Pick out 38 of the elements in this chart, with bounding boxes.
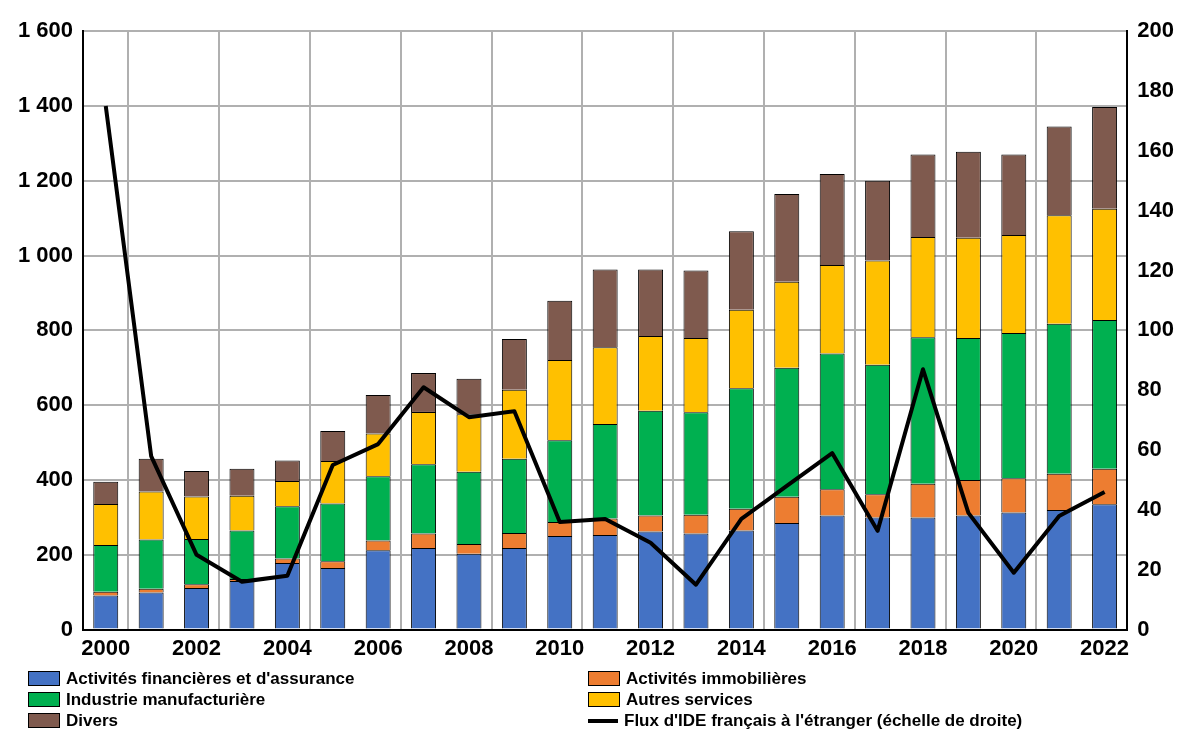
x-tick-label: 2012: [626, 634, 676, 660]
x-tick-label: 2010: [535, 634, 585, 660]
x-tick-label: 2016: [807, 634, 857, 660]
legend-label: Industrie manufacturière: [66, 689, 266, 710]
y2-tick-label: 20: [1137, 555, 1162, 581]
y2-tick-label: 100: [1137, 316, 1175, 342]
x-tick-label: 2020: [989, 634, 1039, 660]
x-tick-label: 2002: [172, 634, 222, 660]
y-tick-label: 1 200: [17, 166, 74, 192]
y2-tick-label: 0: [1137, 615, 1150, 641]
y-tick-label: 0: [60, 615, 74, 641]
y-tick-label: 1 600: [17, 17, 74, 43]
y2-tick-label: 180: [1137, 77, 1175, 103]
legend-label: Divers: [66, 710, 118, 731]
x-tick-label: 2000: [81, 634, 131, 660]
legend-label: Autres services: [626, 689, 753, 710]
x-tick-label: 2022: [1080, 634, 1130, 660]
y2-tick-label: 60: [1137, 436, 1162, 462]
x-tick-label: 2006: [353, 634, 403, 660]
x-tick-label: 2008: [444, 634, 494, 660]
y-tick-label: 600: [36, 391, 74, 417]
y-tick-label: 1 000: [17, 241, 74, 267]
y2-tick-label: 120: [1137, 256, 1175, 282]
x-tick-label: 2004: [262, 634, 313, 660]
legend-label: Flux d'IDE français à l'étranger (échelle de droite): [624, 710, 1023, 731]
y2-tick-label: 40: [1137, 495, 1162, 521]
y2-tick-label: 200: [1137, 17, 1175, 43]
x-tick-label: 2014: [716, 634, 767, 660]
legend-label: Activités financières et d'assurance: [66, 668, 355, 689]
y2-tick-label: 160: [1137, 136, 1175, 162]
y-tick-label: 400: [36, 466, 74, 492]
x-tick-label: 2018: [898, 634, 948, 660]
y2-tick-label: 140: [1137, 196, 1175, 222]
legend-label: Activités immobilières: [626, 668, 807, 689]
y-tick-label: 800: [36, 316, 74, 342]
y-tick-label: 1 400: [17, 92, 74, 118]
y-tick-label: 200: [36, 540, 74, 566]
y2-tick-label: 80: [1137, 376, 1162, 402]
